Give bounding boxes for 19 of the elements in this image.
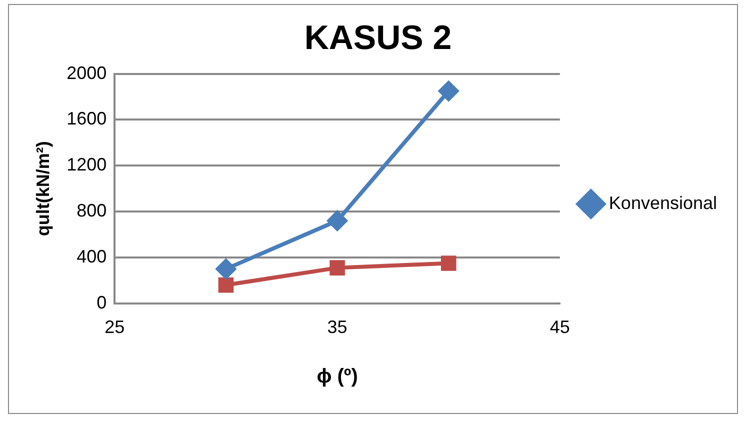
point — [438, 81, 459, 102]
y-tick-label: 0 — [96, 292, 107, 312]
point — [218, 277, 234, 293]
y-tick-label: 1600 — [66, 108, 107, 129]
y-tick-label: 2000 — [66, 62, 107, 83]
point — [216, 258, 236, 279]
x-tick-label: 45 — [550, 317, 570, 338]
x-tick-label: 35 — [327, 317, 348, 338]
point — [330, 260, 345, 276]
point — [440, 256, 456, 271]
point — [327, 210, 348, 231]
y-tick-label: 400 — [76, 246, 107, 266]
x-tick-label: 25 — [104, 317, 125, 338]
x-axis-title: ϕ (º) — [316, 366, 358, 388]
y-tick-label: 800 — [76, 200, 107, 221]
y-tick-label: 1200 — [66, 154, 107, 175]
y-axis-title: qult(kN/m²) — [32, 141, 53, 236]
legend-label: Konvensional — [608, 192, 718, 213]
chart-title: KASUS 2 — [304, 18, 452, 57]
